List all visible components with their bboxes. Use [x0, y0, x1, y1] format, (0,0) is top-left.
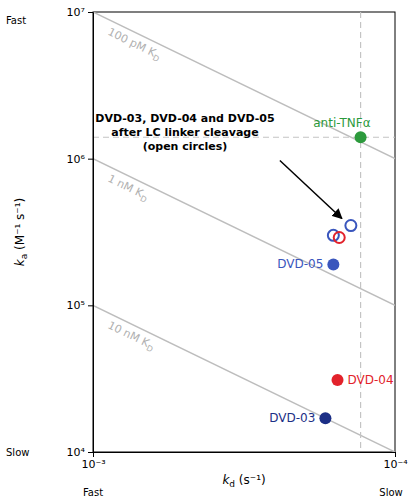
- y-end-label: Fast: [6, 15, 26, 26]
- y-tick: 10⁵: [67, 299, 93, 312]
- chart: 100 pM KD1 nM KD10 nM KDanti-TNFαDVD-03D…: [0, 0, 412, 500]
- iso-kd-label-part: 10 nM K: [106, 319, 153, 351]
- iso-kd-label-part: D: [151, 53, 160, 64]
- point-label: DVD-05: [277, 257, 323, 271]
- iso-kd-line: [93, 159, 395, 306]
- x-axis-title-part: (s⁻¹): [235, 473, 266, 487]
- x-axis-line: [94, 453, 396, 458]
- y-tick-mark: [88, 159, 93, 160]
- x-end-label: Fast: [83, 487, 103, 498]
- iso-kd-label-part: D: [145, 344, 154, 355]
- point-label: anti-TNFα: [313, 116, 370, 130]
- y-tick-label: 10⁴: [67, 446, 86, 459]
- y-tick-label: 10⁷: [67, 6, 85, 19]
- filled-point: [319, 412, 331, 424]
- annotation-line: (open circles): [143, 140, 228, 153]
- annotation-arrow: [280, 161, 342, 219]
- y-tick: 10⁷: [67, 6, 93, 19]
- y-tick-mark: [88, 12, 93, 13]
- annotation: DVD-03, DVD-04 and DVD-05after LC linker…: [95, 112, 274, 153]
- x-tick-label: 10⁻³: [81, 458, 105, 471]
- filled-point: [327, 258, 339, 270]
- open-point: [345, 220, 356, 231]
- y-tick: 10⁶: [67, 153, 93, 166]
- iso-kd-label: 100 pM KD: [105, 25, 164, 64]
- iso-kd-label: 1 nM KD: [105, 172, 151, 205]
- iso-kd-label-part: 1 nM K: [106, 172, 146, 200]
- x-tick: 10⁻³: [81, 452, 105, 471]
- y-tick-mark: [88, 452, 93, 453]
- y-axis: 10⁴ 10⁵ 10⁶ 10⁷: [67, 6, 94, 459]
- iso-kd-label-part: 100 pM K: [106, 25, 159, 60]
- x-tick-label: 10⁻⁴: [383, 458, 408, 471]
- plot-area: [93, 12, 395, 452]
- y-axis-title: ka (M⁻¹ s⁻¹): [13, 198, 29, 266]
- x-tick: 10⁻⁴: [383, 452, 408, 471]
- iso-kd-line: [93, 12, 395, 159]
- y-axis-title-part: (M⁻¹ s⁻¹): [13, 198, 27, 254]
- iso-kd-label: 10 nM KD: [105, 319, 157, 355]
- y-tick: 10⁴: [67, 446, 93, 459]
- filled-point: [332, 374, 344, 386]
- annotation-line: after LC linker cleavage: [111, 126, 258, 139]
- annotation-line: DVD-03, DVD-04 and DVD-05: [95, 112, 274, 125]
- texts: 100 pM KD1 nM KD10 nM KDanti-TNFαDVD-03D…: [95, 25, 393, 425]
- filled-point: [355, 131, 367, 143]
- y-axis-line: [88, 13, 94, 453]
- x-axis-title: kd (s⁻¹): [222, 473, 265, 489]
- y-tick-label: 10⁶: [67, 153, 86, 166]
- y-tick-label: 10⁵: [67, 299, 85, 312]
- iso-kd-label-part: D: [139, 194, 148, 205]
- point-label: DVD-03: [269, 411, 315, 425]
- x-tick-mark: [395, 452, 396, 457]
- point-label: DVD-04: [348, 373, 394, 387]
- iso-kd-line: [93, 305, 395, 452]
- y-end-label: Slow: [6, 447, 29, 458]
- x-end-label: Slow: [379, 487, 402, 498]
- y-tick-mark: [88, 305, 93, 306]
- open-point: [334, 232, 345, 243]
- plot-frame: [93, 12, 395, 452]
- x-axis: 10⁻³ 10⁻⁴: [81, 452, 408, 471]
